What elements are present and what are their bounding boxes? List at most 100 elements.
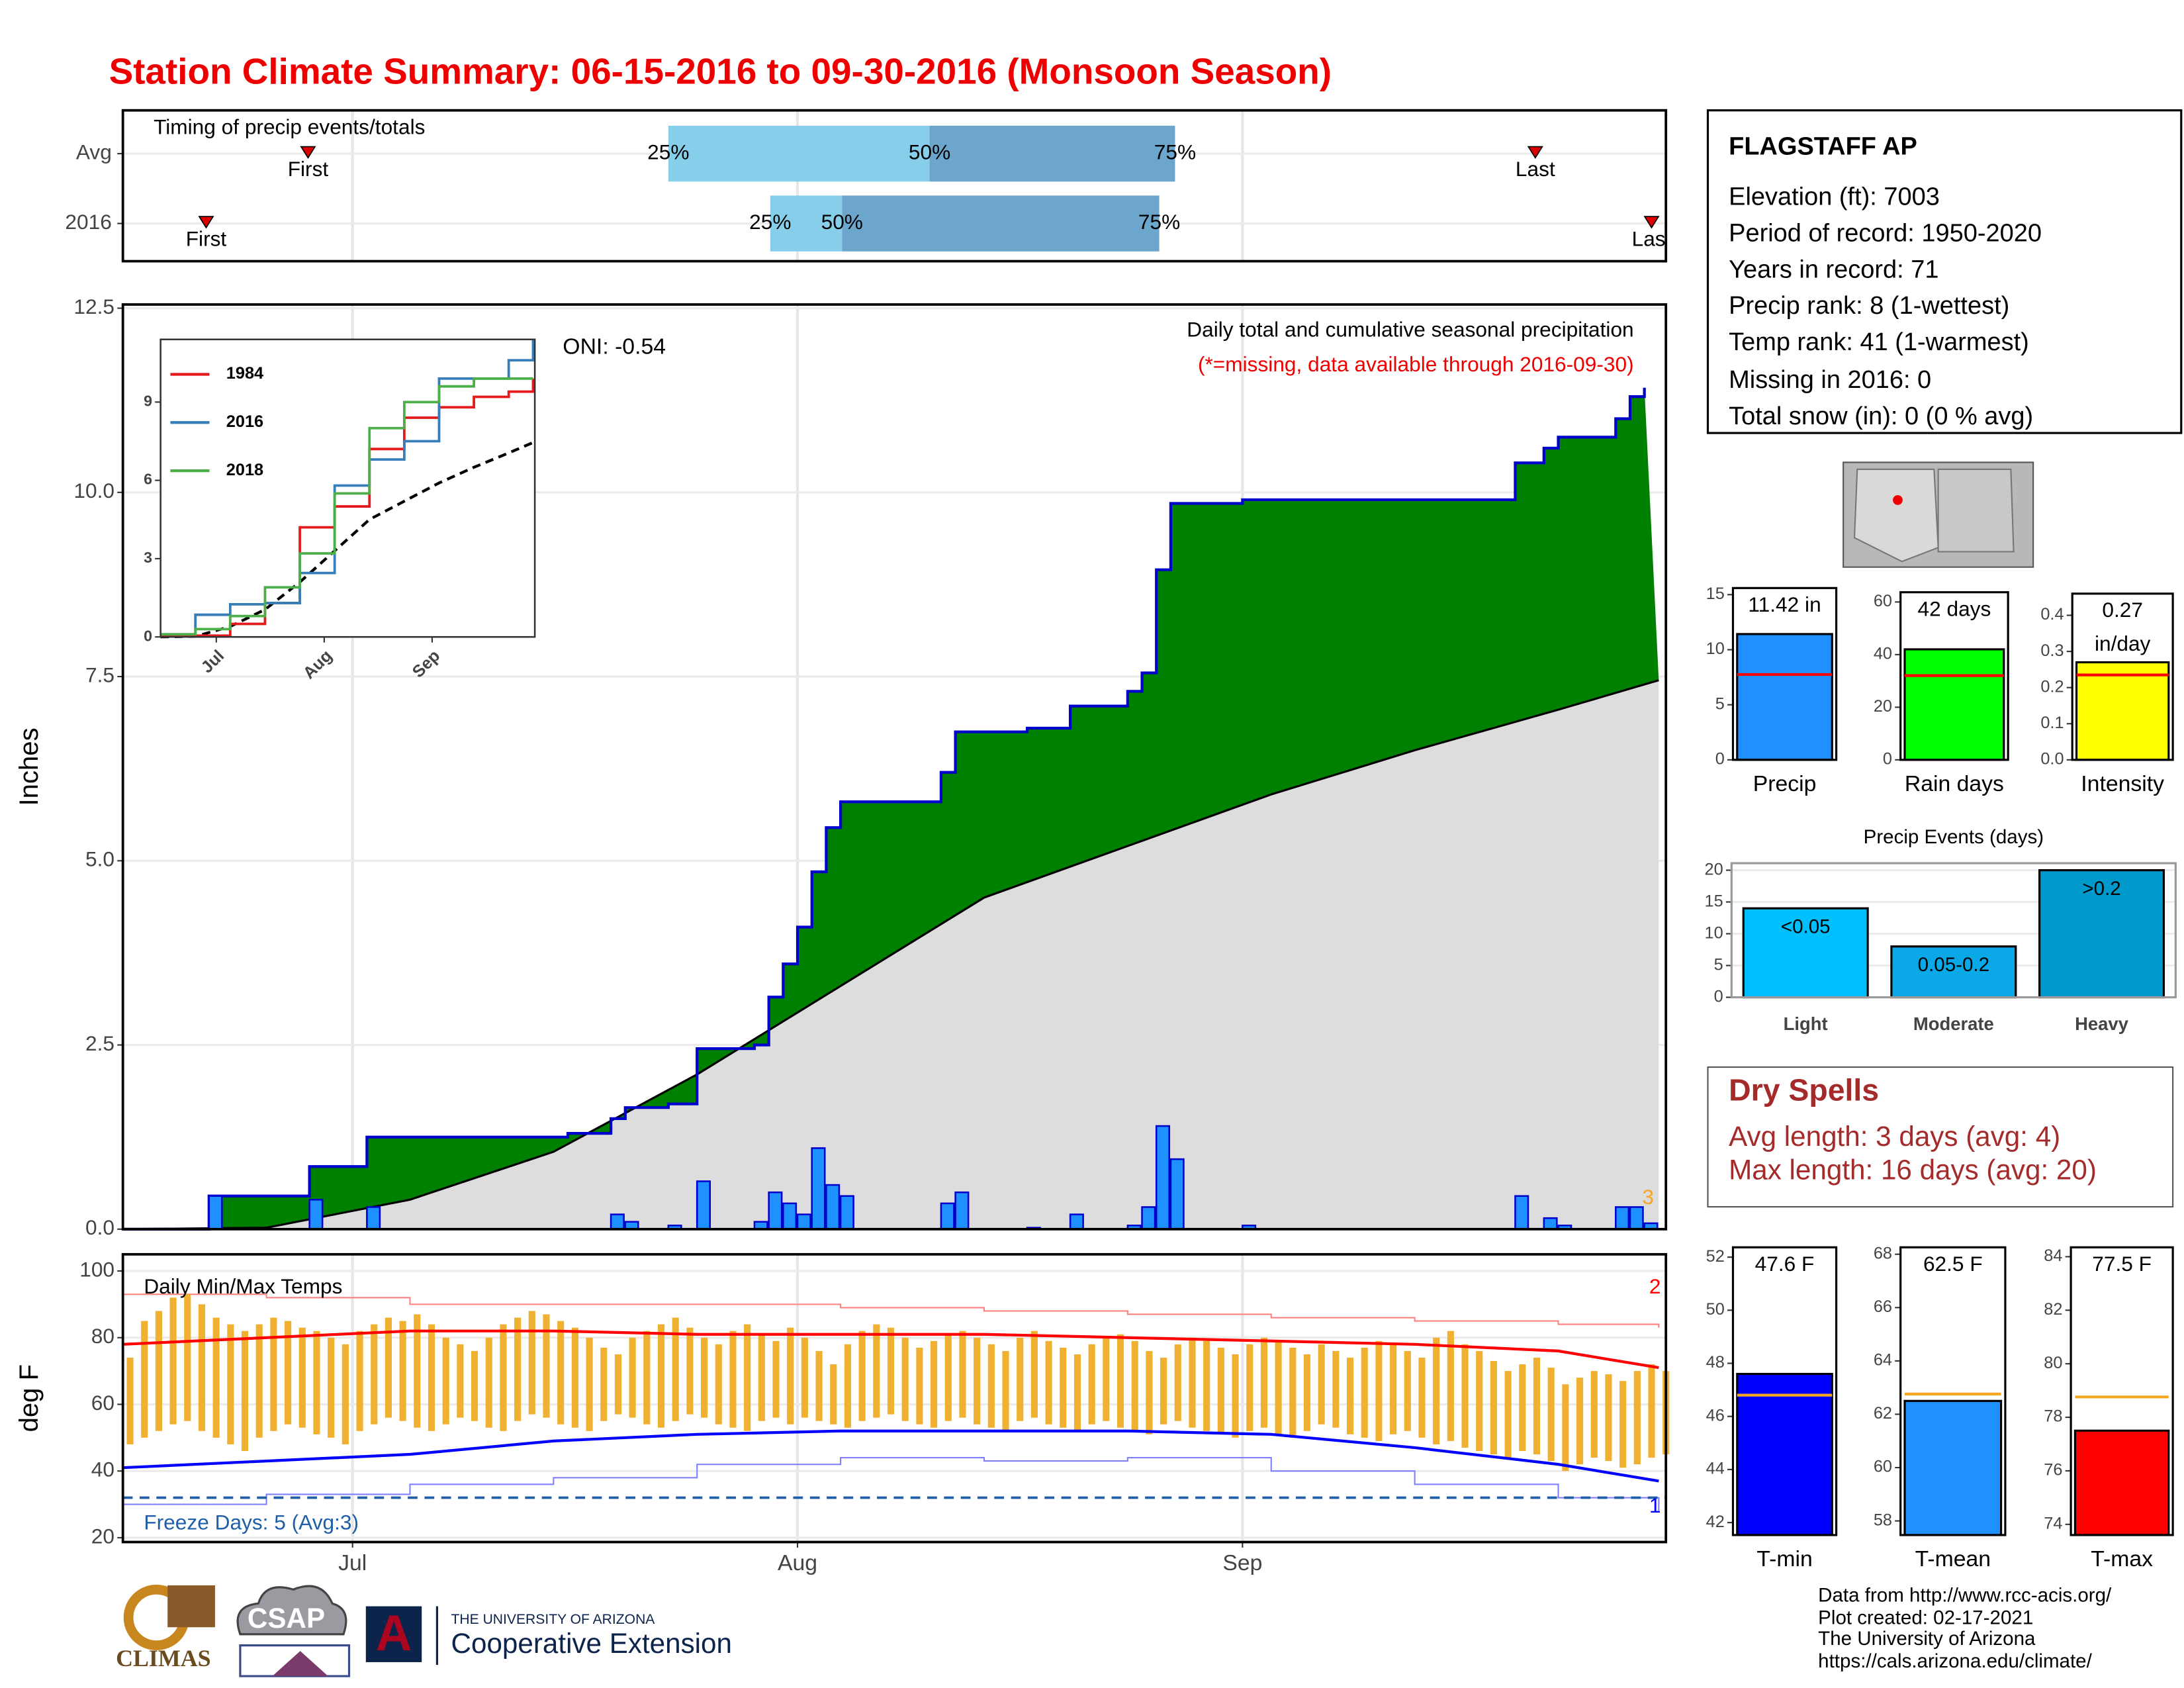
temp-range-bar: [514, 1317, 522, 1421]
map-state: [1937, 468, 2015, 553]
temp-range-bar: [1146, 1350, 1153, 1434]
university-name: THE UNIVERSITY OF ARIZONA: [451, 1612, 656, 1627]
y-tick-label: 74: [2044, 1514, 2062, 1532]
plot-border: [1899, 1246, 2007, 1536]
y-tick-label: 0.0: [2040, 750, 2064, 769]
y-tick-label: 60: [1874, 1458, 1892, 1476]
y-tick-label: 78: [2044, 1407, 2062, 1426]
info-line: Elevation (ft): 7003: [1729, 183, 1940, 211]
range-label: 0.05-0.2: [1918, 954, 1989, 976]
y-tick-label: 6: [144, 471, 152, 488]
daily-precip-bar: [1514, 1195, 1529, 1231]
daily-precip-bar: [366, 1206, 381, 1231]
temp-range-bar: [1189, 1337, 1196, 1428]
category-label: Rain days: [1905, 771, 2004, 796]
bar: [2073, 1429, 2170, 1536]
dry-spell-title: Dry Spells: [1729, 1072, 1879, 1107]
temp-range-bar: [1590, 1371, 1598, 1458]
temp-range-bar: [916, 1347, 923, 1425]
y-tick-label: 58: [1874, 1511, 1892, 1529]
daily-precip-bar: [1543, 1217, 1558, 1231]
page-title: Station Climate Summary: 06-15-2016 to 0…: [109, 50, 1332, 91]
temp-range-bar: [1260, 1337, 1267, 1428]
bar: [1742, 907, 1869, 999]
y-tick-label: Avg: [76, 140, 112, 164]
y-tick-label: 80: [91, 1324, 114, 1348]
temp-range-bar: [1576, 1378, 1584, 1465]
y-tick-label: 44: [1706, 1460, 1725, 1478]
average-line: [122, 679, 1659, 1231]
avg-max-line: [122, 1329, 1659, 1370]
category-label: T-max: [2091, 1546, 2153, 1571]
temp-range-bar: [471, 1350, 478, 1421]
y-tick-label: 60: [91, 1391, 114, 1415]
temp-range-bar: [931, 1340, 938, 1428]
quartile-label: 50%: [909, 140, 950, 164]
y-tick-label: 10: [1706, 639, 1725, 658]
temp-range-bar: [1361, 1347, 1368, 1438]
daily-precip-bar: [811, 1147, 826, 1231]
freeze-text: Freeze Days: 5 (Avg:3): [144, 1510, 359, 1534]
temp-range-bar: [571, 1327, 578, 1428]
plot-border: [121, 1252, 1668, 1544]
category-label: Light: [1784, 1013, 1828, 1034]
temp-range-bar: [557, 1321, 565, 1425]
temp-range-bar: [1533, 1357, 1541, 1455]
temp-range-bar: [1131, 1340, 1138, 1431]
daily-precip-bar: [1169, 1158, 1185, 1231]
temp-range-bar: [1447, 1331, 1454, 1441]
y-tick-label: 2016: [65, 210, 111, 234]
daily-precip-bar: [1615, 1206, 1630, 1231]
value-label: 47.6 F: [1755, 1252, 1815, 1276]
temp-range-bar: [787, 1327, 794, 1425]
temp-range-bar: [1275, 1340, 1282, 1434]
temp-range-bar: [629, 1337, 636, 1418]
y-tick-label: 0: [1714, 987, 1723, 1006]
csap-logo: [236, 1585, 347, 1636]
value-label: 77.5 F: [2092, 1252, 2152, 1276]
temp-range-bar: [987, 1344, 995, 1428]
temp-range-bar: [341, 1344, 349, 1444]
temp-range-bar: [543, 1314, 550, 1418]
temp-range-bar: [887, 1327, 895, 1415]
event-label: Last: [1632, 226, 1672, 250]
category-label: T-min: [1756, 1546, 1812, 1571]
temp-range-bar: [198, 1304, 206, 1431]
category-label: Heavy: [2075, 1013, 2129, 1034]
temp-range-bar: [1476, 1350, 1483, 1451]
map-state: [1853, 468, 1939, 563]
temp-range-bar: [270, 1317, 277, 1431]
temp-range-bar: [643, 1331, 651, 1425]
temp-range-bar: [729, 1331, 737, 1428]
plot-border: [1730, 862, 2177, 999]
timeline-chart: 25% 50% 75% First Last 25% 50% 75% First Last Avg 2…: [65, 109, 1672, 263]
temp-range-bar: [1073, 1354, 1081, 1431]
temp-range-bar: [313, 1331, 320, 1434]
y-tick-label: 40: [1874, 645, 1892, 663]
temp-range-bar: [1203, 1340, 1210, 1431]
info-line: Total snow (in): 0 (0 % avg): [1729, 402, 2033, 430]
temp-range-bar: [1174, 1344, 1181, 1421]
dry-spell-box: [1707, 1066, 2174, 1208]
y-tick-label: 66: [1874, 1297, 1892, 1316]
y-tick-label: 64: [1874, 1351, 1892, 1370]
y-axis-label: deg F: [15, 1364, 44, 1432]
above-average-fill: [122, 387, 1659, 1229]
temp-range-bar: [772, 1340, 780, 1418]
station-name: FLAGSTAFF AP: [1729, 133, 1917, 161]
quartile-label: 50%: [821, 210, 863, 234]
temp-range-bar: [1375, 1340, 1383, 1441]
record-max-line: [122, 1293, 1660, 1328]
climas-logo: [167, 1585, 215, 1628]
temp-range-bar: [1461, 1344, 1469, 1448]
temp-range-bar: [414, 1314, 421, 1428]
chart-subtitle: (*=missing, data available through 2016-…: [1198, 352, 1634, 376]
y-tick-label: 0: [1883, 750, 1892, 769]
category-label: Intensity: [2081, 771, 2164, 796]
y-tick-label: 84: [2044, 1246, 2062, 1265]
csap-logo: [272, 1651, 328, 1677]
temp-range-bar: [1504, 1371, 1512, 1458]
x-tick-label: Aug: [778, 1550, 817, 1575]
